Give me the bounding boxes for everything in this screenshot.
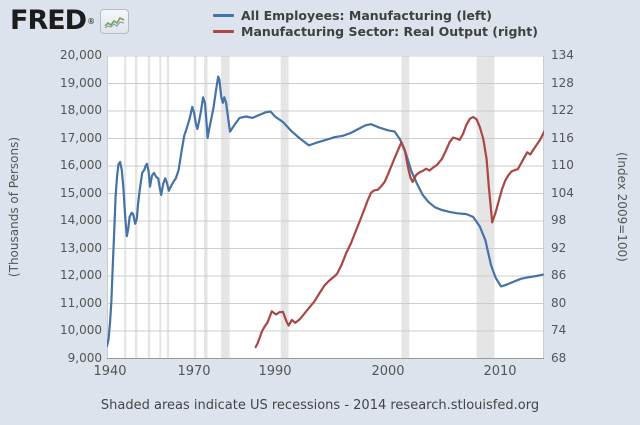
series-line-employees	[107, 75, 544, 348]
right-y-tick-label: 134	[551, 48, 574, 62]
left-y-tick-label: 9,000	[67, 350, 102, 365]
recession-shading-band	[134, 56, 138, 359]
left-y-axis-tick-labels: 20,000 19,000 18,000 17,000 16,000 15,000 14,0…	[40, 0, 102, 380]
recession-shading-band	[204, 56, 208, 359]
right-y-tick-label: 68	[551, 350, 567, 365]
left-y-tick-label: 19,000	[60, 75, 102, 90]
registered-trademark: ®	[87, 16, 96, 26]
left-y-tick-label: 10,000	[60, 323, 102, 337]
right-y-tick-label: 122	[551, 103, 574, 117]
recession-shading-band	[147, 56, 151, 359]
line-chart-plot-area	[107, 56, 544, 359]
left-y-tick-label: 14,000	[60, 213, 102, 227]
right-y-axis-title: (Index 2009=100)	[615, 152, 629, 262]
recession-shading-band	[221, 56, 230, 359]
right-y-tick-label: 74	[551, 323, 567, 337]
fred-logo: FRED ®	[10, 5, 130, 36]
left-y-tick-label: 16,000	[60, 158, 102, 172]
left-y-tick-label: 20,000	[60, 48, 102, 62]
right-y-tick-label: 128	[551, 75, 574, 90]
x-axis-tick-label: 2000	[371, 364, 405, 379]
recession-shading-band	[193, 56, 197, 359]
left-y-tick-label: 15,000	[60, 185, 102, 200]
left-y-tick-label: 17,000	[60, 130, 102, 145]
series-line-real-output	[254, 115, 544, 349]
right-y-tick-label: 104	[551, 185, 574, 200]
fred-sparkline-icon	[100, 8, 130, 34]
recession-shading-band	[280, 56, 289, 359]
recession-shading-band	[166, 56, 170, 359]
x-axis-tick-label: 2010	[483, 364, 517, 379]
right-y-tick-label: 116	[551, 130, 574, 145]
right-y-tick-label: 86	[551, 268, 567, 282]
fred-logo-text: FRED	[10, 5, 87, 36]
right-y-tick-label: 98	[551, 213, 567, 227]
left-y-tick-label: 12,000	[60, 268, 102, 282]
legend-label-employees: All Employees: Manufacturing (left)	[241, 7, 492, 23]
plot-background	[107, 56, 544, 359]
chart-legend: All Employees: Manufacturing (left) Manu…	[213, 7, 538, 39]
legend-item-employees: All Employees: Manufacturing (left)	[213, 7, 538, 23]
recession-shading-band	[159, 56, 162, 359]
x-axis-tick-labels: 1940 1970 1990 2000 2010	[0, 364, 640, 380]
recession-note-and-source: Shaded areas indicate US recessions - 20…	[100, 398, 540, 413]
recession-shading-band	[401, 56, 410, 359]
x-axis-tick-label: 1940	[93, 364, 127, 379]
left-y-tick-label: 13,000	[60, 240, 102, 255]
left-y-tick-label: 18,000	[60, 103, 102, 117]
x-axis-tick-label: 1990	[258, 364, 292, 379]
legend-label-real-output: Manufacturing Sector: Real Output (right…	[241, 23, 538, 39]
right-y-tick-label: 80	[551, 295, 567, 310]
right-y-tick-label: 110	[551, 158, 574, 172]
right-y-axis-tick-labels: 134 128 122 116 110 104 98 92 86 80 74 68	[551, 0, 591, 380]
left-y-axis-title: (Thousands of Persons)	[7, 136, 21, 278]
legend-item-real-output: Manufacturing Sector: Real Output (right…	[213, 23, 538, 39]
legend-line-swatch-red	[213, 29, 234, 33]
left-y-tick-label: 11,000	[60, 295, 102, 310]
legend-line-swatch-blue	[213, 13, 234, 17]
x-axis-tick-label: 1970	[177, 364, 211, 379]
right-y-tick-label: 92	[551, 240, 567, 255]
